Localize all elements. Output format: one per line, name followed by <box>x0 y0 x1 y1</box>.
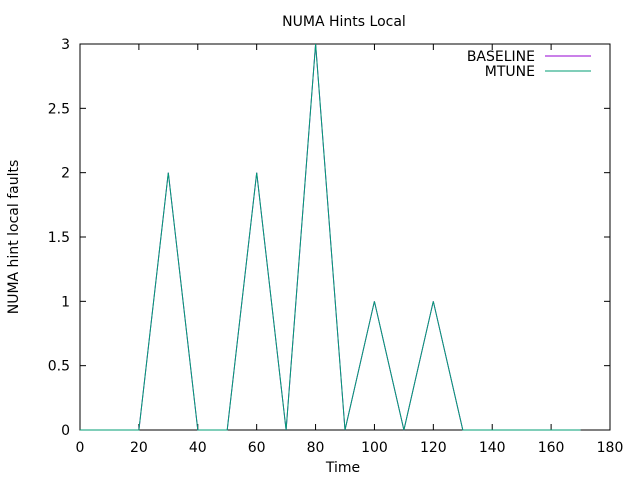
x-tick-label: 180 <box>597 440 624 456</box>
x-tick-label: 60 <box>248 440 266 456</box>
series-layer <box>80 43 581 431</box>
x-tick-label: 100 <box>361 440 388 456</box>
x-axis-label: Time <box>325 460 360 476</box>
x-axis: 0 20 40 60 80 100 120 140 160 180 <box>76 44 624 456</box>
y-tick-label: 3 <box>61 37 70 53</box>
legend-label: BASELINE <box>467 49 535 65</box>
x-tick-label: 120 <box>420 440 447 456</box>
y-tick-label: 0 <box>61 423 70 439</box>
plot-frame <box>79 43 611 431</box>
y-tick-label: 1 <box>61 294 70 310</box>
y-axis-label: NUMA hint local faults <box>6 160 22 315</box>
y-tick-label: 2.5 <box>48 101 70 117</box>
y-tick-label: 1.5 <box>48 230 70 246</box>
series-line-mtune <box>80 43 581 431</box>
x-tick-label: 140 <box>479 440 506 456</box>
y-tick-label: 0.5 <box>48 359 70 375</box>
chart-title: NUMA Hints Local <box>282 14 406 30</box>
x-tick-label: 20 <box>130 440 148 456</box>
x-tick-label: 160 <box>538 440 565 456</box>
legend-label: MTUNE <box>485 64 535 80</box>
x-tick-label: 80 <box>307 440 325 456</box>
y-axis: 0 0.5 1 1.5 2 2.5 3 <box>48 37 610 439</box>
x-tick-label: 40 <box>189 440 207 456</box>
x-tick-label: 0 <box>76 440 85 456</box>
y-tick-label: 2 <box>61 166 70 182</box>
